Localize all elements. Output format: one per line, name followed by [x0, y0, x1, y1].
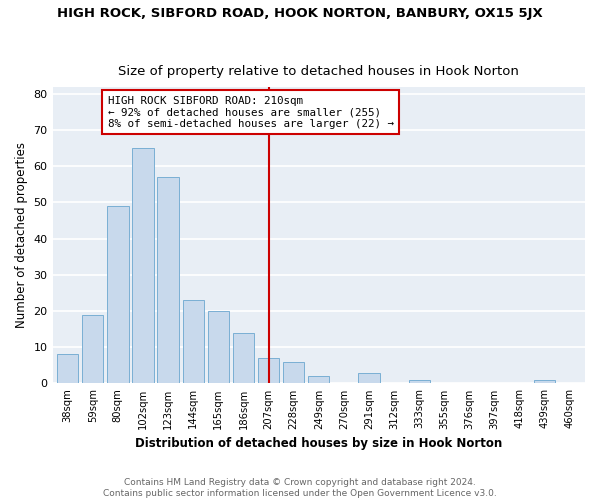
Bar — [107, 206, 128, 384]
Bar — [308, 376, 329, 384]
Text: HIGH ROCK SIBFORD ROAD: 210sqm
← 92% of detached houses are smaller (255)
8% of : HIGH ROCK SIBFORD ROAD: 210sqm ← 92% of … — [108, 96, 394, 129]
Bar — [208, 311, 229, 384]
Bar — [157, 177, 179, 384]
Text: HIGH ROCK, SIBFORD ROAD, HOOK NORTON, BANBURY, OX15 5JX: HIGH ROCK, SIBFORD ROAD, HOOK NORTON, BA… — [57, 8, 543, 20]
Bar — [283, 362, 304, 384]
Bar — [132, 148, 154, 384]
Bar — [233, 333, 254, 384]
Bar — [57, 354, 78, 384]
Bar — [534, 380, 556, 384]
Bar — [358, 372, 380, 384]
Text: Contains HM Land Registry data © Crown copyright and database right 2024.
Contai: Contains HM Land Registry data © Crown c… — [103, 478, 497, 498]
Title: Size of property relative to detached houses in Hook Norton: Size of property relative to detached ho… — [118, 66, 519, 78]
X-axis label: Distribution of detached houses by size in Hook Norton: Distribution of detached houses by size … — [135, 437, 502, 450]
Bar — [258, 358, 279, 384]
Bar — [409, 380, 430, 384]
Bar — [82, 314, 103, 384]
Bar — [182, 300, 204, 384]
Y-axis label: Number of detached properties: Number of detached properties — [15, 142, 28, 328]
